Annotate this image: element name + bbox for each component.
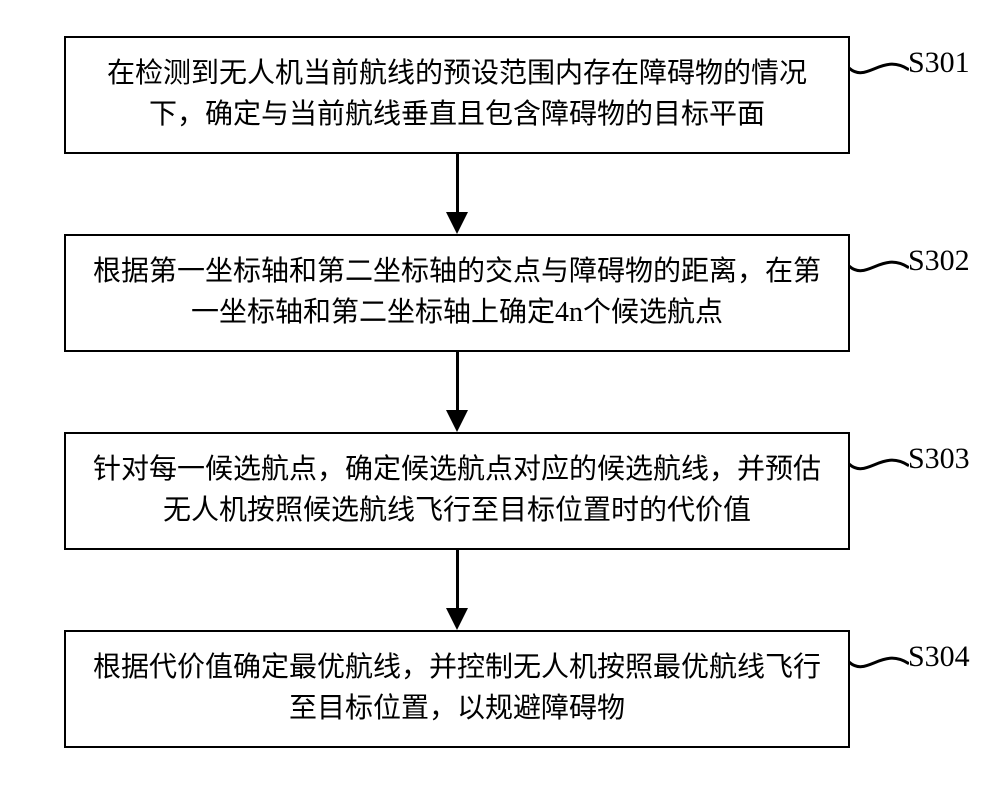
arrow-line-3 [456,550,459,608]
step-label-s304: S304 [908,640,970,674]
connector-curve [849,248,909,284]
arrow-line-1 [456,154,459,212]
step-text: 根据代价值确定最优航线，并控制无人机按照最优航线飞行至目标位置，以规避障碍物 [86,648,828,729]
step-label-s302: S302 [908,244,970,278]
arrow-head-1 [446,212,468,234]
step-text: 在检测到无人机当前航线的预设范围内存在障碍物的情况下，确定与当前航线垂直且包含障… [86,54,828,135]
step-s303: 针对每一候选航点，确定候选航点对应的候选航线，并预估无人机按照候选航线飞行至目标… [64,432,850,550]
step-s304: 根据代价值确定最优航线，并控制无人机按照最优航线飞行至目标位置，以规避障碍物 [64,630,850,748]
connector-curve [849,644,909,680]
arrow-head-2 [446,410,468,432]
step-label-s303: S303 [908,442,970,476]
flowchart-canvas: 在检测到无人机当前航线的预设范围内存在障碍物的情况下，确定与当前航线垂直且包含障… [0,0,1000,809]
connector-curve [849,50,909,86]
step-s302: 根据第一坐标轴和第二坐标轴的交点与障碍物的距离，在第一坐标轴和第二坐标轴上确定4… [64,234,850,352]
step-s301: 在检测到无人机当前航线的预设范围内存在障碍物的情况下，确定与当前航线垂直且包含障… [64,36,850,154]
arrow-line-2 [456,352,459,410]
step-label-s301: S301 [908,46,970,80]
step-text: 针对每一候选航点，确定候选航点对应的候选航线，并预估无人机按照候选航线飞行至目标… [86,450,828,531]
connector-curve [849,446,909,482]
step-text: 根据第一坐标轴和第二坐标轴的交点与障碍物的距离，在第一坐标轴和第二坐标轴上确定4… [86,252,828,333]
arrow-head-3 [446,608,468,630]
